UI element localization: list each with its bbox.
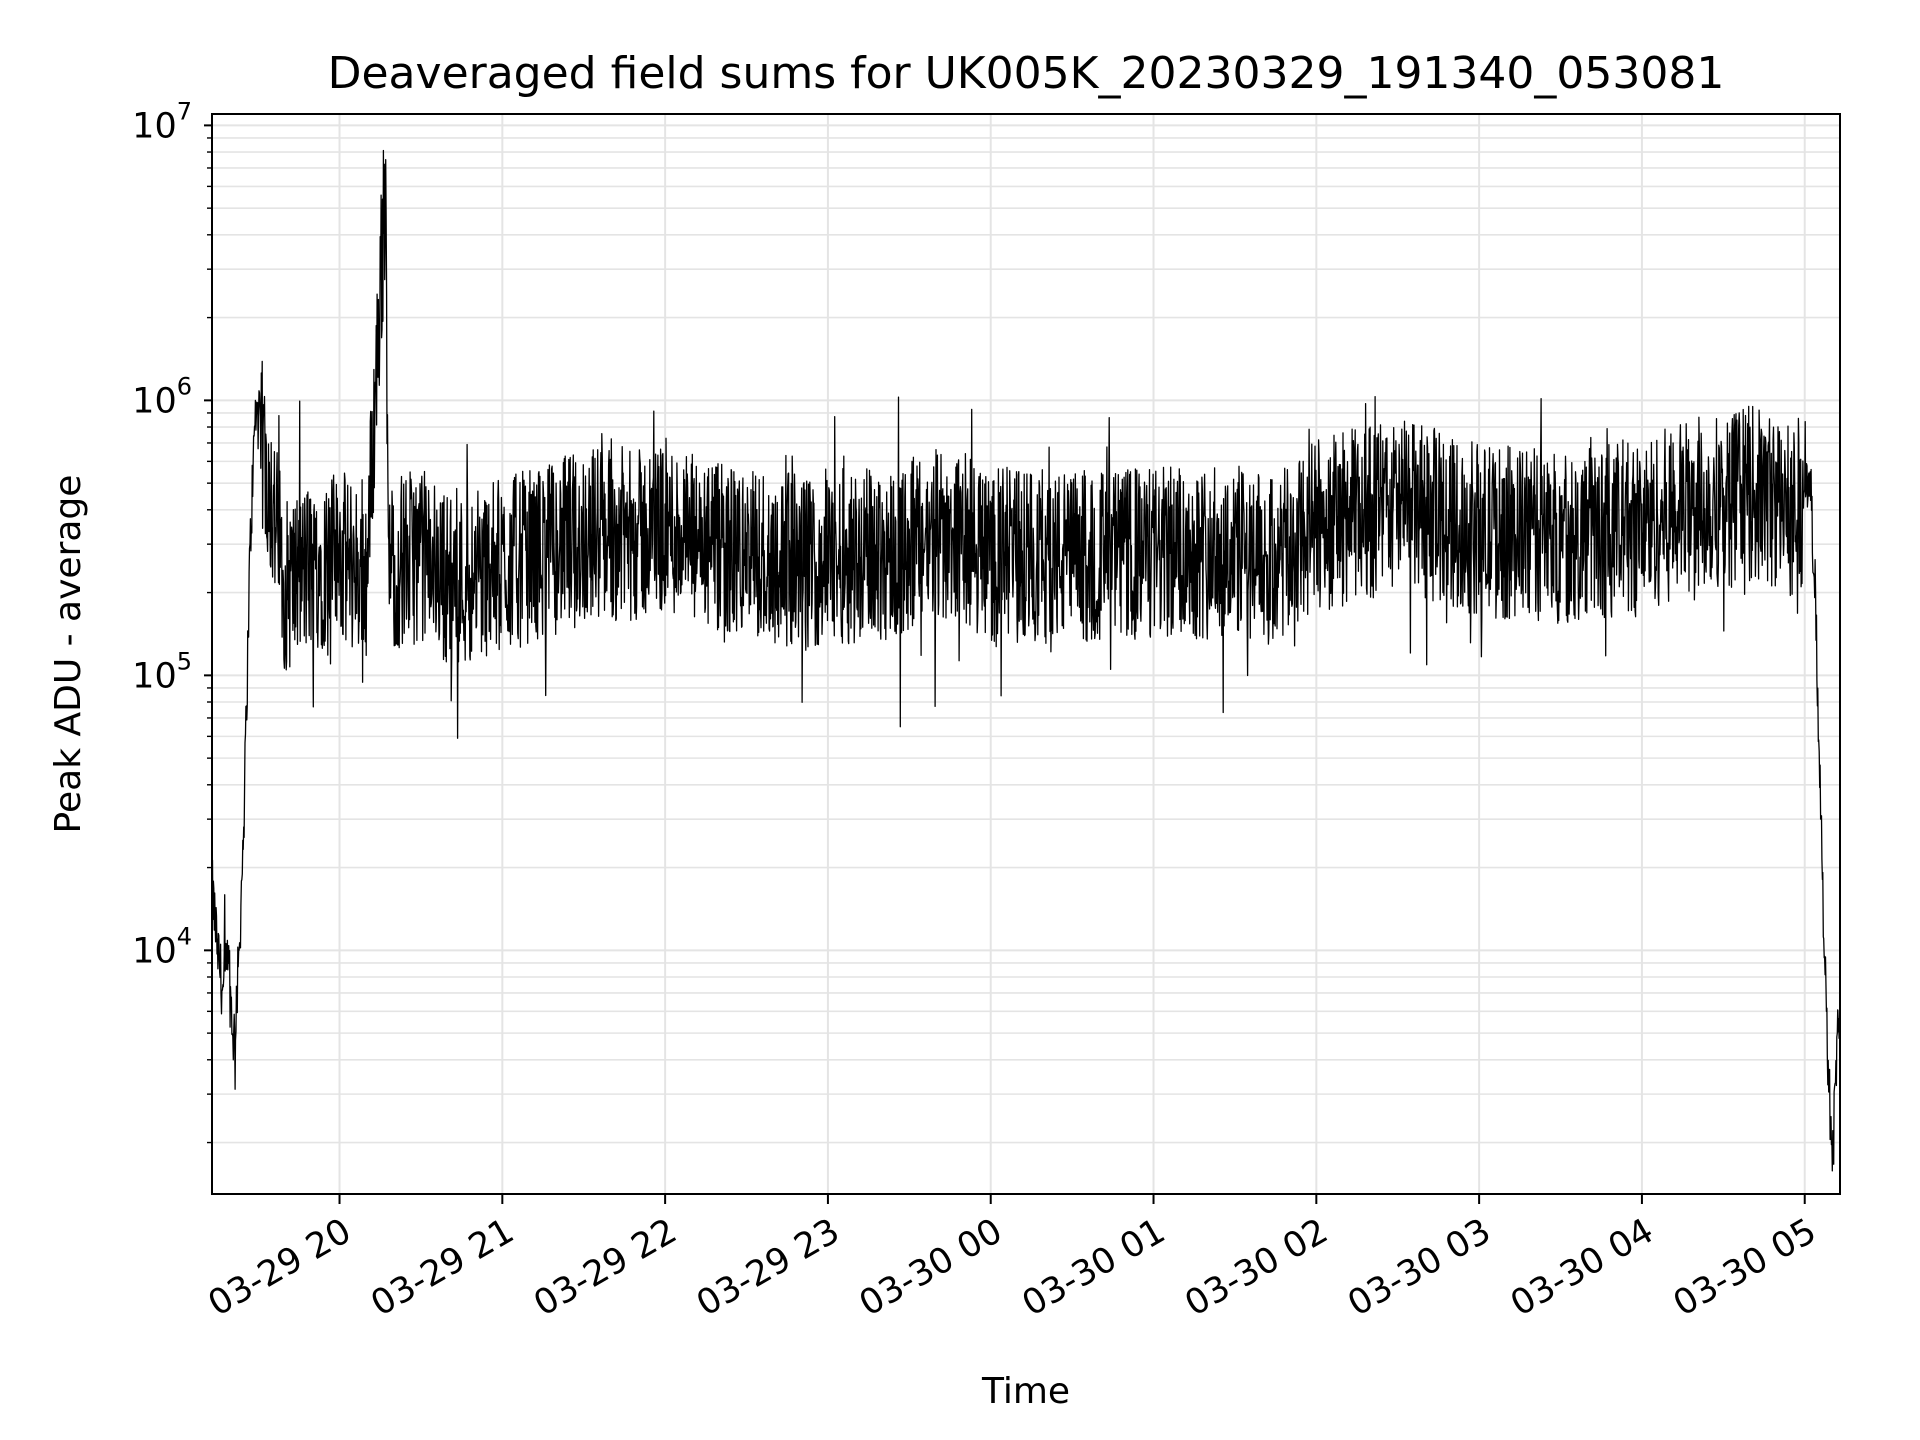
y-tick-label: 106 <box>132 372 192 421</box>
x-tick-label: 03-29 21 <box>365 1211 521 1324</box>
x-tick-label: 03-30 04 <box>1504 1211 1660 1324</box>
x-tick-label: 03-30 00 <box>853 1211 1009 1324</box>
x-tick-label: 03-30 01 <box>1016 1211 1172 1324</box>
x-tick-label: 03-30 02 <box>1179 1211 1335 1324</box>
plot-frame <box>211 113 1841 1195</box>
x-tick-label: 03-29 20 <box>202 1211 358 1324</box>
y-tick-label: 104 <box>132 922 192 971</box>
grid <box>212 114 1840 1194</box>
x-tick-label: 03-30 03 <box>1341 1211 1497 1324</box>
y-tick-label: 107 <box>132 97 192 146</box>
x-tick-label: 03-29 22 <box>527 1211 683 1324</box>
axes-ticks: 104 105 106 107 03-29 20 03-29 21 03-29 22 03-2… <box>132 97 1823 1324</box>
y-axis-label: Peak ADU - average <box>48 475 89 834</box>
x-axis-label: Time <box>981 1371 1070 1412</box>
x-tick-label: 03-30 05 <box>1667 1211 1823 1324</box>
x-tick-label: 03-29 23 <box>690 1211 846 1324</box>
y-tick-label: 105 <box>132 647 192 696</box>
series-line <box>211 149 1841 1172</box>
chart-title: Deaveraged field sums for UK005K_2023032… <box>328 48 1725 99</box>
